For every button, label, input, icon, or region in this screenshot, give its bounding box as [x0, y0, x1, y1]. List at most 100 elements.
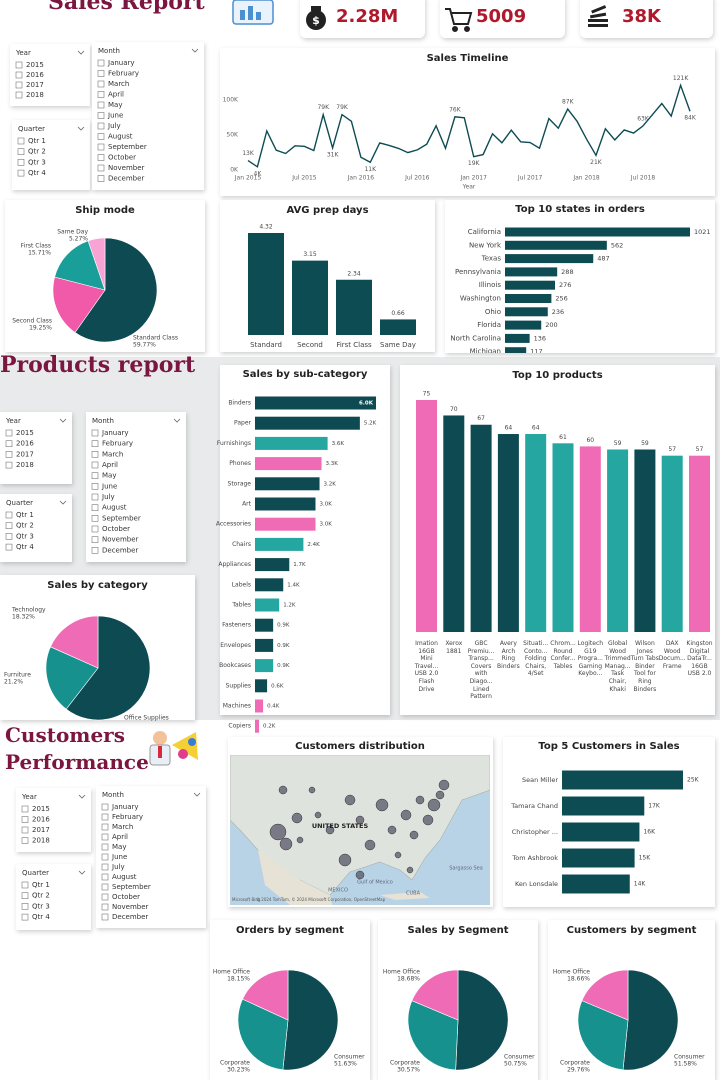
slicer-item: December [102, 546, 138, 554]
checkbox[interactable] [101, 893, 109, 901]
y-tick-label: North Carolina [450, 334, 501, 342]
checkbox[interactable] [97, 112, 105, 119]
data-label: 3.15 [303, 251, 317, 258]
checkbox[interactable] [17, 148, 25, 155]
checkbox[interactable] [97, 175, 105, 182]
checkbox[interactable] [5, 440, 13, 448]
slicer-title: Year [5, 417, 21, 425]
slice-value-label: 18.32% [12, 614, 35, 621]
data-label: 64 [505, 425, 513, 432]
checkbox[interactable] [5, 511, 13, 519]
checkbox[interactable] [101, 813, 109, 821]
checkbox[interactable] [91, 472, 99, 479]
checkbox[interactable] [101, 903, 109, 911]
y-tick-label: Texas [481, 255, 502, 263]
checkbox[interactable] [5, 461, 13, 469]
data-label: 256 [555, 295, 567, 303]
slicer-item: Qtr 4 [16, 543, 34, 551]
x-tick-label: Logitech G19 Progra... Gaming Keybo... [577, 640, 604, 678]
checkbox[interactable] [97, 101, 105, 109]
checkbox[interactable] [21, 805, 29, 813]
slicer-item: Qtr 3 [16, 532, 34, 540]
x-tick-label: Second [297, 341, 323, 349]
checkbox[interactable] [21, 826, 29, 834]
checkbox[interactable] [5, 533, 13, 540]
checkbox[interactable] [101, 873, 109, 881]
panel [220, 48, 715, 196]
checkbox[interactable] [101, 843, 109, 851]
panel [16, 788, 91, 852]
checkbox[interactable] [91, 536, 99, 543]
bar [607, 449, 629, 632]
data-label: 562 [611, 241, 623, 249]
panel [10, 44, 90, 106]
checkbox[interactable] [101, 913, 109, 921]
checkbox[interactable] [15, 71, 23, 79]
checkbox[interactable] [17, 159, 25, 166]
slicer-item: May [112, 843, 126, 851]
checkbox[interactable] [17, 169, 25, 177]
checkbox[interactable] [91, 504, 99, 511]
checkbox[interactable] [5, 451, 13, 458]
chart-title: Ship mode [75, 205, 135, 216]
checkbox[interactable] [97, 59, 105, 67]
checkbox[interactable] [101, 833, 109, 841]
checkbox[interactable] [101, 853, 109, 861]
slice-label: Corporate [390, 1060, 420, 1067]
checkbox[interactable] [21, 881, 29, 889]
checkbox[interactable] [15, 91, 23, 99]
checkbox[interactable] [97, 133, 105, 140]
checkbox[interactable] [101, 823, 109, 831]
checkbox[interactable] [91, 525, 99, 533]
checkbox[interactable] [17, 137, 25, 145]
bar [562, 822, 640, 842]
map-attribution: © 2024 TomTom, © 2024 Microsoft Corporat… [256, 897, 386, 902]
checkbox[interactable] [101, 883, 109, 891]
checkbox[interactable] [97, 164, 105, 172]
bar [255, 679, 268, 693]
checkbox[interactable] [91, 493, 99, 501]
checkbox[interactable] [21, 816, 29, 823]
section-title: Customers Performance [5, 723, 149, 774]
checkbox[interactable] [5, 543, 13, 551]
slice-value-label: 21.2% [4, 679, 23, 686]
checkbox[interactable] [21, 913, 29, 921]
checkbox[interactable] [21, 903, 29, 910]
checkbox[interactable] [97, 122, 105, 130]
bar [525, 434, 547, 632]
checkbox[interactable] [97, 91, 105, 98]
checkbox[interactable] [15, 81, 23, 89]
checkbox[interactable] [21, 837, 29, 844]
slicer-item: March [112, 823, 133, 831]
checkbox[interactable] [21, 892, 29, 900]
checkbox[interactable] [91, 451, 99, 458]
slice-label: Same Day [57, 229, 88, 236]
checkbox[interactable] [97, 154, 105, 161]
bar [255, 719, 260, 733]
data-label: 17K [648, 803, 661, 810]
chart-title: Orders by segment [236, 925, 344, 936]
checkbox[interactable] [91, 515, 99, 522]
checkbox[interactable] [91, 483, 99, 490]
checkbox[interactable] [5, 429, 13, 437]
pie-slice [282, 969, 339, 1071]
slice-label: Corporate [220, 1060, 250, 1067]
checkbox[interactable] [97, 80, 105, 88]
checkbox[interactable] [97, 143, 105, 151]
checkbox[interactable] [97, 70, 105, 77]
slice-value-label: 30.23% [227, 1067, 250, 1074]
checkbox[interactable] [5, 522, 13, 530]
checkbox[interactable] [91, 440, 99, 447]
slicer-item: Qtr 2 [28, 148, 46, 156]
checkbox[interactable] [91, 461, 99, 469]
slice-label: Standard Class [133, 335, 178, 342]
checkbox[interactable] [101, 803, 109, 811]
checkbox[interactable] [91, 547, 99, 554]
checkbox[interactable] [91, 429, 99, 437]
checkbox[interactable] [15, 61, 23, 69]
data-label: 3.3K [326, 461, 339, 467]
checkbox[interactable] [101, 863, 109, 871]
slicer-item: 2017 [16, 450, 34, 458]
slicer-item: December [112, 913, 148, 921]
